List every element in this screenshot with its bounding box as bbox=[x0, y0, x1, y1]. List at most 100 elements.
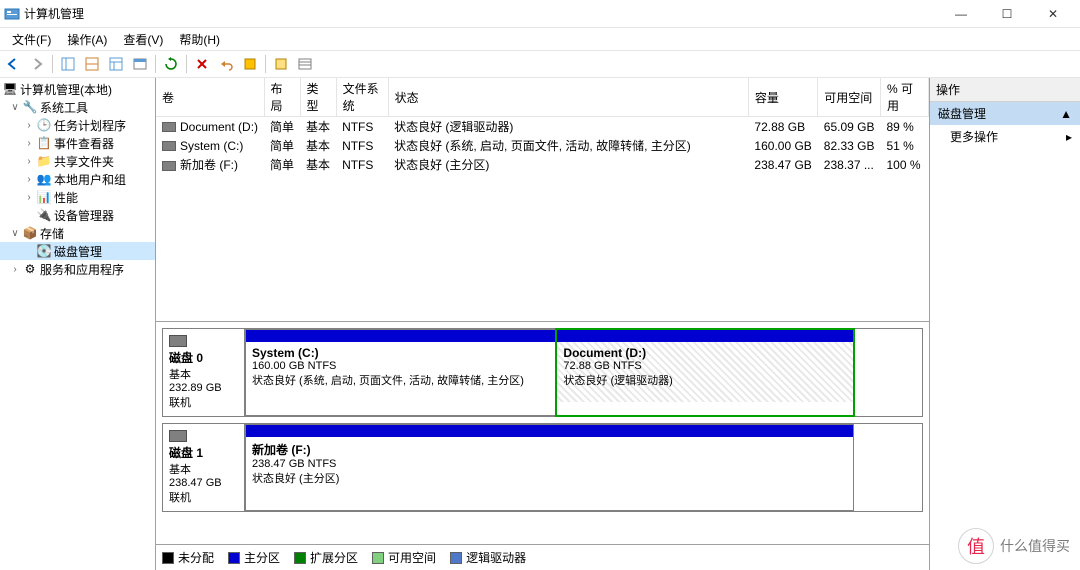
tree-perf[interactable]: ›📊性能 bbox=[0, 188, 155, 206]
titlebar: 计算机管理 — ☐ ✕ bbox=[0, 0, 1080, 28]
volume-icon bbox=[162, 161, 176, 171]
volume-list: 卷 布局 类型 文件系统 状态 容量 可用空间 % 可用 Document (D… bbox=[156, 78, 929, 322]
close-button[interactable]: ✕ bbox=[1030, 0, 1076, 28]
users-icon: 👥 bbox=[36, 171, 52, 187]
layout3-button[interactable] bbox=[105, 53, 127, 75]
tree-shared[interactable]: ›📁共享文件夹 bbox=[0, 152, 155, 170]
tree-users[interactable]: ›👥本地用户和组 bbox=[0, 170, 155, 188]
partition-body: Document (D:)72.88 GB NTFS状态良好 (逻辑驱动器) bbox=[557, 342, 853, 402]
tree-label: 存储 bbox=[40, 225, 64, 242]
table-row[interactable]: System (C:)简单基本NTFS状态良好 (系统, 启动, 页面文件, 活… bbox=[156, 136, 929, 155]
computer-icon: 🖥 bbox=[2, 81, 18, 97]
refresh-button[interactable] bbox=[160, 53, 182, 75]
layout1-button[interactable] bbox=[57, 53, 79, 75]
nav-tree: 🖥计算机管理(本地) ∨🔧系统工具 ›🕒任务计划程序 ›📋事件查看器 ›📁共享文… bbox=[0, 78, 156, 570]
expand-icon[interactable]: › bbox=[22, 156, 36, 167]
table-row[interactable]: 新加卷 (F:)简单基本NTFS状态良好 (主分区)238.47 GB238.3… bbox=[156, 155, 929, 174]
tree-services[interactable]: ›⚙服务和应用程序 bbox=[0, 260, 155, 278]
services-icon: ⚙ bbox=[22, 261, 38, 277]
disk-icon bbox=[169, 335, 187, 347]
actions-pane: 操作 磁盘管理▲ 更多操作▸ bbox=[930, 78, 1080, 570]
tree-label: 磁盘管理 bbox=[54, 243, 102, 260]
partition[interactable]: System (C:)160.00 GB NTFS状态良好 (系统, 启动, 页… bbox=[245, 329, 556, 416]
toolbar-separator bbox=[52, 55, 53, 73]
tree-root[interactable]: 🖥计算机管理(本地) bbox=[0, 80, 155, 98]
legend-label: 主分区 bbox=[244, 549, 280, 566]
disk-header[interactable]: 磁盘 1基本238.47 GB联机 bbox=[163, 424, 245, 511]
list-button[interactable] bbox=[294, 53, 316, 75]
toolbar-separator bbox=[155, 55, 156, 73]
col-capacity[interactable]: 容量 bbox=[748, 78, 817, 117]
layout2-button[interactable] bbox=[81, 53, 103, 75]
partition[interactable]: Document (D:)72.88 GB NTFS状态良好 (逻辑驱动器) bbox=[556, 329, 854, 416]
expand-icon[interactable]: › bbox=[22, 192, 36, 203]
toolbar bbox=[0, 50, 1080, 78]
action-diskmgmt[interactable]: 磁盘管理▲ bbox=[930, 102, 1080, 125]
legend-logical: 逻辑驱动器 bbox=[450, 549, 526, 566]
col-status[interactable]: 状态 bbox=[388, 78, 748, 117]
properties-button[interactable] bbox=[129, 53, 151, 75]
tree-label: 设备管理器 bbox=[54, 207, 114, 224]
legend-swatch bbox=[450, 552, 462, 564]
action-label: 磁盘管理 bbox=[938, 105, 986, 122]
window-title: 计算机管理 bbox=[24, 5, 938, 22]
legend-unalloc: 未分配 bbox=[162, 549, 214, 566]
tree-devmgr[interactable]: 🔌设备管理器 bbox=[0, 206, 155, 224]
toolbar-separator bbox=[265, 55, 266, 73]
action-label: 更多操作 bbox=[950, 128, 998, 145]
col-pct[interactable]: % 可用 bbox=[881, 78, 929, 117]
forward-button[interactable] bbox=[26, 53, 48, 75]
minimize-button[interactable]: — bbox=[938, 0, 984, 28]
disk-map: 磁盘 0基本232.89 GB联机System (C:)160.00 GB NT… bbox=[156, 322, 929, 544]
action-more[interactable]: 更多操作 ▸ bbox=[930, 125, 1080, 148]
menu-view[interactable]: 查看(V) bbox=[115, 29, 171, 50]
undo-button[interactable] bbox=[215, 53, 237, 75]
col-fs[interactable]: 文件系统 bbox=[336, 78, 388, 117]
tree-systools[interactable]: ∨🔧系统工具 bbox=[0, 98, 155, 116]
legend: 未分配 主分区 扩展分区 可用空间 逻辑驱动器 bbox=[156, 544, 929, 570]
table-row[interactable]: Document (D:)简单基本NTFS状态良好 (逻辑驱动器)72.88 G… bbox=[156, 117, 929, 137]
legend-swatch bbox=[228, 552, 240, 564]
tree-label: 本地用户和组 bbox=[54, 171, 126, 188]
expand-icon[interactable]: › bbox=[8, 264, 22, 275]
perf-icon: 📊 bbox=[36, 189, 52, 205]
clock-icon: 🕒 bbox=[36, 117, 52, 133]
table-header-row: 卷 布局 类型 文件系统 状态 容量 可用空间 % 可用 bbox=[156, 78, 929, 117]
col-free[interactable]: 可用空间 bbox=[818, 78, 881, 117]
expand-icon[interactable]: › bbox=[22, 138, 36, 149]
device-icon: 🔌 bbox=[36, 207, 52, 223]
save-button[interactable] bbox=[239, 53, 261, 75]
collapse-icon[interactable]: ∨ bbox=[8, 228, 22, 239]
menu-action[interactable]: 操作(A) bbox=[59, 29, 115, 50]
maximize-button[interactable]: ☐ bbox=[984, 0, 1030, 28]
menu-help[interactable]: 帮助(H) bbox=[171, 29, 228, 50]
tree-diskmgmt[interactable]: 💽磁盘管理 bbox=[0, 242, 155, 260]
storage-icon: 📦 bbox=[22, 225, 38, 241]
tree-label: 性能 bbox=[54, 189, 78, 206]
tree-label: 共享文件夹 bbox=[54, 153, 114, 170]
partition[interactable]: 新加卷 (F:)238.47 GB NTFS状态良好 (主分区) bbox=[245, 424, 854, 511]
folder-icon: 📁 bbox=[36, 153, 52, 169]
col-type[interactable]: 类型 bbox=[300, 78, 336, 117]
help-button[interactable] bbox=[270, 53, 292, 75]
menu-file[interactable]: 文件(F) bbox=[4, 29, 59, 50]
col-volume[interactable]: 卷 bbox=[156, 78, 264, 117]
partition-body: System (C:)160.00 GB NTFS状态良好 (系统, 启动, 页… bbox=[246, 342, 555, 402]
legend-swatch bbox=[294, 552, 306, 564]
back-button[interactable] bbox=[2, 53, 24, 75]
volume-icon bbox=[162, 141, 176, 151]
wrench-icon: 🔧 bbox=[22, 99, 38, 115]
menubar: 文件(F) 操作(A) 查看(V) 帮助(H) bbox=[0, 28, 1080, 50]
expand-icon[interactable]: › bbox=[22, 174, 36, 185]
tree-storage[interactable]: ∨📦存储 bbox=[0, 224, 155, 242]
delete-button[interactable] bbox=[191, 53, 213, 75]
col-layout[interactable]: 布局 bbox=[264, 78, 300, 117]
disk-row: 磁盘 1基本238.47 GB联机新加卷 (F:)238.47 GB NTFS状… bbox=[162, 423, 923, 512]
tree-eventviewer[interactable]: ›📋事件查看器 bbox=[0, 134, 155, 152]
arrow-right-icon: ▸ bbox=[1066, 130, 1072, 144]
legend-free: 可用空间 bbox=[372, 549, 436, 566]
tree-tasksched[interactable]: ›🕒任务计划程序 bbox=[0, 116, 155, 134]
collapse-icon[interactable]: ∨ bbox=[8, 102, 22, 113]
disk-header[interactable]: 磁盘 0基本232.89 GB联机 bbox=[163, 329, 245, 416]
expand-icon[interactable]: › bbox=[22, 120, 36, 131]
